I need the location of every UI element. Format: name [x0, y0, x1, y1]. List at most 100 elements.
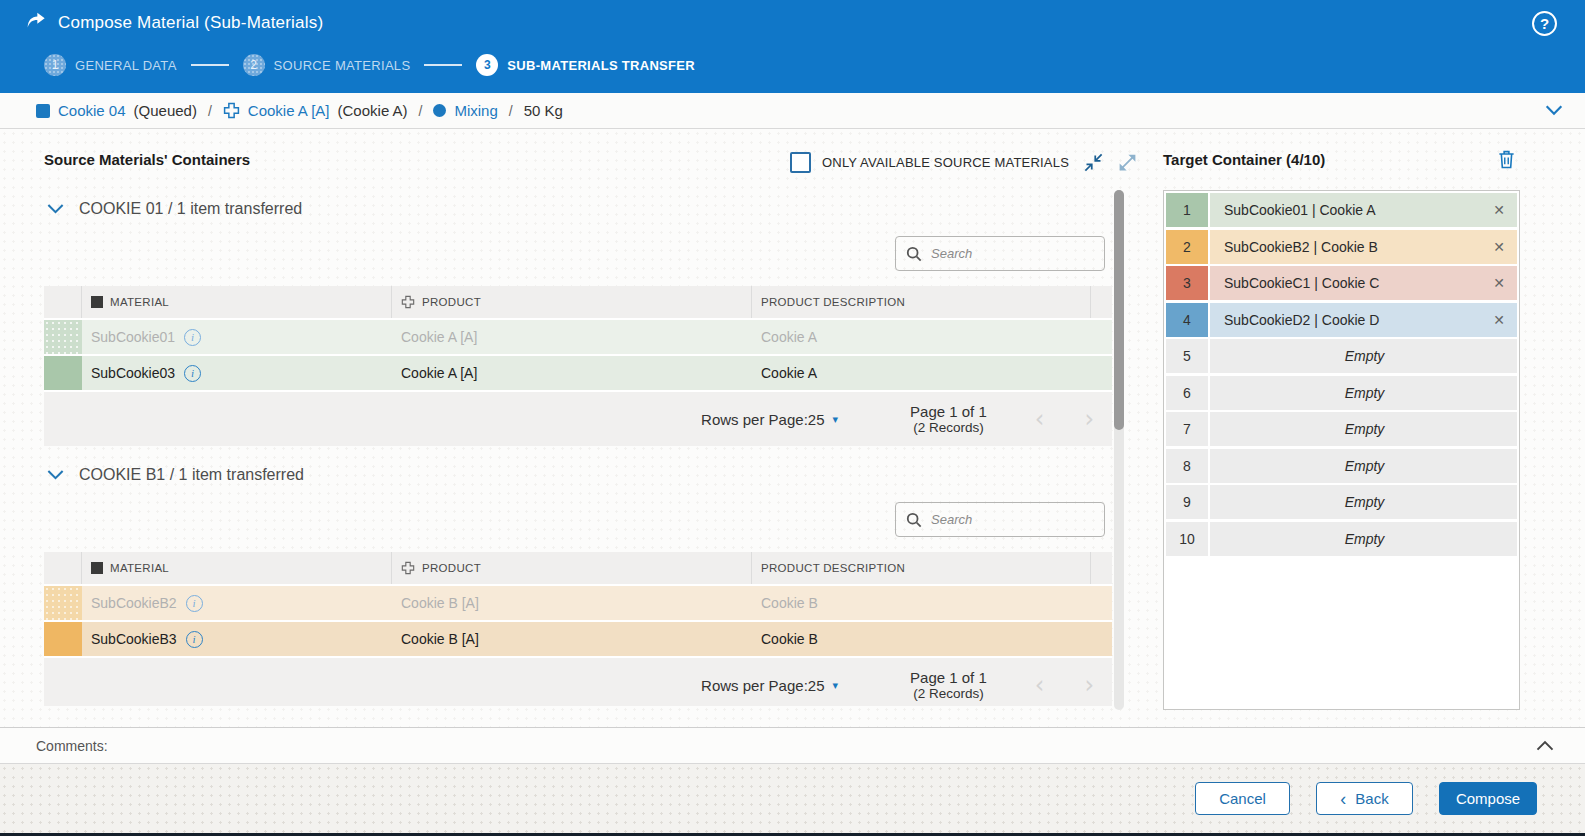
breadcrumb-step-link[interactable]: Mixing — [454, 102, 497, 119]
column-label: PRODUCT DESCRIPTION — [761, 296, 905, 308]
product-column-header[interactable]: PRODUCT — [392, 286, 752, 318]
target-slot[interactable]: 1 SubCookie01 | Cookie A ✕ — [1166, 193, 1517, 227]
chevron-down-icon[interactable] — [1543, 101, 1565, 123]
actions-cell — [1091, 586, 1112, 620]
previous-page-icon[interactable]: ‹ — [1035, 671, 1045, 699]
target-slot-empty[interactable]: 7 Empty — [1166, 412, 1517, 446]
source-table-cookie01: MATERIAL PRODUCT PRODUCT DESCRIPTION Sub… — [44, 286, 1112, 446]
target-container-panel: 1 SubCookie01 | Cookie A ✕ 2 SubCookieB2… — [1163, 190, 1520, 710]
next-page-icon[interactable]: › — [1084, 671, 1094, 699]
only-available-checkbox[interactable] — [790, 152, 811, 173]
comments-label: Comments: — [36, 738, 108, 754]
filter-row: ONLY AVAILABLE SOURCE MATERIALS — [790, 152, 1138, 173]
target-slot-empty[interactable]: 6 Empty — [1166, 376, 1517, 410]
rows-per-page-value[interactable]: 25 — [808, 677, 825, 694]
column-label: MATERIAL — [110, 562, 169, 574]
search-box — [895, 502, 1105, 537]
material-icon — [36, 104, 50, 118]
actions-cell — [1091, 356, 1112, 390]
rows-per-page-label: Rows per Page: — [701, 411, 808, 428]
product-cell: Cookie A [A] — [392, 320, 752, 354]
search-input[interactable] — [931, 246, 1091, 261]
target-slot-empty[interactable]: 5 Empty — [1166, 339, 1517, 373]
cancel-button[interactable]: Cancel — [1195, 782, 1290, 815]
material-cell: SubCookieB3 — [91, 631, 177, 647]
material-icon — [91, 562, 103, 574]
description-cell: Cookie A — [752, 356, 1091, 390]
breadcrumb: Cookie 04 (Queued) / Cookie A [A] (Cooki… — [0, 93, 1585, 129]
info-icon[interactable]: i — [184, 329, 201, 346]
search-box — [895, 236, 1105, 271]
slot-number: 1 — [1166, 193, 1208, 227]
info-icon[interactable]: i — [186, 595, 203, 612]
product-description: (Cookie A) — [338, 102, 408, 119]
step-label: SUB-MATERIALS TRANSFER — [507, 58, 695, 73]
breadcrumb-product-link[interactable]: Cookie A [A] — [248, 102, 330, 119]
remove-slot-icon[interactable]: ✕ — [1493, 312, 1505, 328]
target-slot-empty[interactable]: 9 Empty — [1166, 485, 1517, 519]
remove-slot-icon[interactable]: ✕ — [1493, 239, 1505, 255]
product-description-column-header[interactable]: PRODUCT DESCRIPTION — [752, 552, 1091, 584]
remove-slot-icon[interactable]: ✕ — [1493, 275, 1505, 291]
main-content: Source Materials' Containers ONLY AVAILA… — [0, 129, 1585, 727]
target-slot[interactable]: 4 SubCookieD2 | Cookie D ✕ — [1166, 303, 1517, 337]
table-row[interactable]: SubCookieB2 i Cookie B [A] Cookie B — [44, 586, 1112, 622]
actions-column-header — [1091, 286, 1112, 318]
app-header: Compose Material (Sub-Materials) ? 1 GEN… — [0, 0, 1585, 93]
slot-label: Empty — [1210, 449, 1517, 483]
row-status-strip — [44, 356, 82, 390]
material-column-header[interactable]: MATERIAL — [82, 552, 392, 584]
search-icon — [906, 512, 922, 528]
breadcrumb-material-link[interactable]: Cookie 04 — [58, 102, 126, 119]
column-label: PRODUCT — [422, 296, 481, 308]
expand-all-icon[interactable] — [1117, 152, 1138, 173]
step-general-data[interactable]: 1 GENERAL DATA — [44, 54, 177, 76]
comments-section[interactable]: Comments: — [0, 727, 1585, 764]
search-input[interactable] — [931, 512, 1091, 527]
vertical-scrollbar[interactable] — [1114, 190, 1124, 710]
rows-per-page-value[interactable]: 25 — [808, 411, 825, 428]
next-page-icon[interactable]: › — [1084, 405, 1094, 433]
caret-down-icon[interactable]: ▾ — [833, 413, 839, 426]
back-button[interactable]: ‹ Back — [1316, 782, 1413, 815]
help-icon[interactable]: ? — [1532, 11, 1557, 36]
slot-number: 4 — [1166, 303, 1208, 337]
target-slot[interactable]: 3 SubCookieC1 | Cookie C ✕ — [1166, 266, 1517, 300]
page-title: Compose Material (Sub-Materials) — [58, 13, 323, 33]
product-description-column-header[interactable]: PRODUCT DESCRIPTION — [752, 286, 1091, 318]
table-row[interactable]: SubCookie03 i Cookie A [A] Cookie A — [44, 356, 1112, 392]
info-icon[interactable]: i — [186, 631, 203, 648]
material-cell: SubCookie03 — [91, 365, 175, 381]
info-icon[interactable]: i — [184, 365, 201, 382]
quantity-value: 50 Kg — [524, 102, 563, 119]
row-status-strip — [44, 622, 82, 656]
previous-page-icon[interactable]: ‹ — [1035, 405, 1045, 433]
table-row[interactable]: SubCookieB3 i Cookie B [A] Cookie B — [44, 622, 1112, 658]
slot-number: 9 — [1166, 485, 1208, 519]
slot-number: 2 — [1166, 230, 1208, 264]
caret-down-icon[interactable]: ▾ — [833, 679, 839, 692]
target-slot-empty[interactable]: 8 Empty — [1166, 449, 1517, 483]
slot-label: SubCookie01 | Cookie A — [1224, 202, 1376, 218]
slot-number: 3 — [1166, 266, 1208, 300]
step-number: 1 — [44, 54, 66, 76]
step-sub-materials-transfer[interactable]: 3 SUB-MATERIALS TRANSFER — [476, 54, 695, 76]
column-label: PRODUCT DESCRIPTION — [761, 562, 905, 574]
scrollbar-thumb[interactable] — [1114, 190, 1124, 430]
target-panel-title: Target Container (4/10) — [1163, 151, 1325, 168]
step-source-materials[interactable]: 2 SOURCE MATERIALS — [243, 54, 411, 76]
product-column-header[interactable]: PRODUCT — [392, 552, 752, 584]
collapse-all-icon[interactable] — [1083, 152, 1104, 173]
material-column-header[interactable]: MATERIAL — [82, 286, 392, 318]
compose-button[interactable]: Compose — [1439, 782, 1537, 815]
target-slot[interactable]: 2 SubCookieB2 | Cookie B ✕ — [1166, 230, 1517, 264]
slot-number: 10 — [1166, 522, 1208, 556]
section-header-cookie01[interactable]: COOKIE 01 / 1 item transferred — [46, 200, 302, 218]
section-header-cookieb1[interactable]: COOKIE B1 / 1 item transferred — [46, 466, 304, 484]
target-slot-empty[interactable]: 10 Empty — [1166, 522, 1517, 556]
table-row[interactable]: SubCookie01 i Cookie A [A] Cookie A — [44, 320, 1112, 356]
trash-icon[interactable] — [1497, 149, 1516, 174]
chevron-up-icon[interactable] — [1535, 738, 1555, 757]
section-title: COOKIE B1 / 1 item transferred — [79, 466, 304, 484]
remove-slot-icon[interactable]: ✕ — [1493, 202, 1505, 218]
